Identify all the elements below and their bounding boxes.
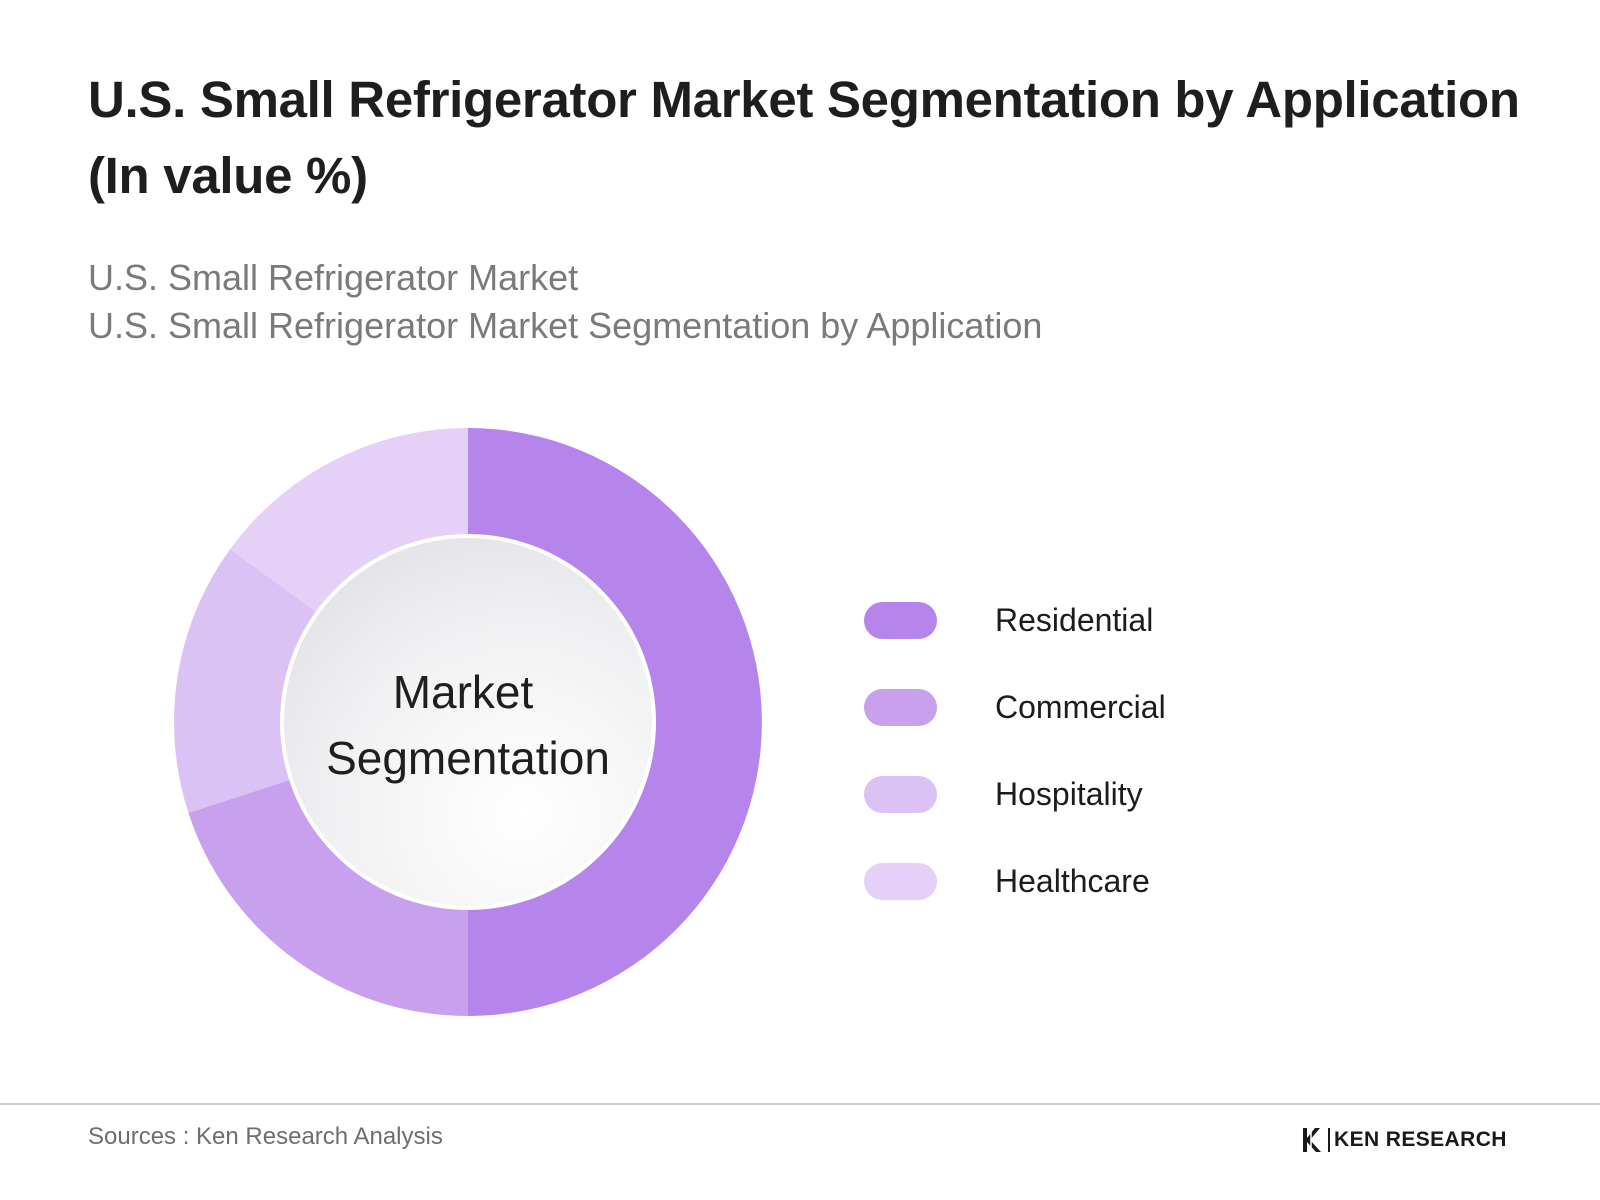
donut-center-disc <box>284 538 652 906</box>
donut-chart: Market Segmentation <box>173 428 762 1016</box>
legend-label: Residential <box>995 602 1154 638</box>
chart-subtitle: U.S. Small Refrigerator Market U.S. Smal… <box>88 254 1042 350</box>
brand-separator <box>1328 1128 1330 1152</box>
legend-swatch <box>864 776 937 813</box>
center-label-line-1: Market <box>393 666 534 718</box>
chart-title: U.S. Small Refrigerator Market Segmentat… <box>88 71 1520 204</box>
subtitle-line-2: U.S. Small Refrigerator Market Segmentat… <box>88 305 1043 346</box>
ken-logo-icon <box>1303 1128 1321 1152</box>
footer-divider <box>0 1103 1600 1105</box>
legend-swatch <box>864 863 937 900</box>
source-note: Sources : Ken Research Analysis <box>88 1123 443 1150</box>
subtitle-line-1: U.S. Small Refrigerator Market <box>88 257 579 298</box>
legend-label: Hospitality <box>995 776 1143 812</box>
brand-logo: KEN RESEARCH <box>1300 1124 1507 1156</box>
brand-name: KEN RESEARCH <box>1334 1128 1507 1151</box>
legend-swatch <box>864 602 937 639</box>
legend-label: Healthcare <box>995 863 1150 899</box>
legend-label: Commercial <box>995 689 1166 725</box>
legend-swatch <box>864 689 937 726</box>
center-label-line-2: Segmentation <box>326 732 610 784</box>
